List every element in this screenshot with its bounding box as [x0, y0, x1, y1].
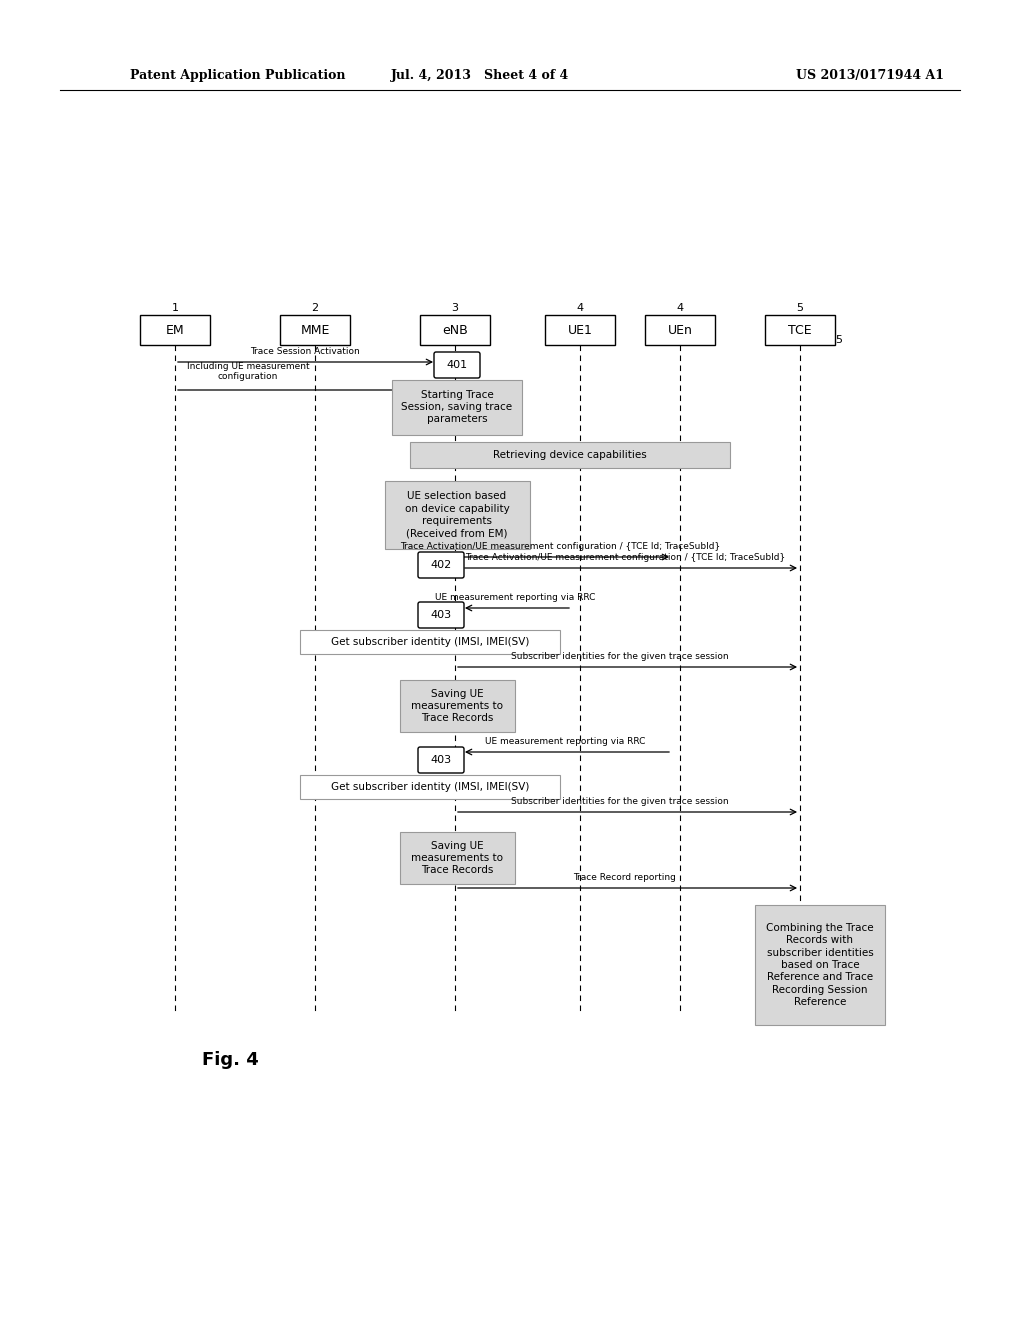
Text: 3: 3 — [452, 304, 459, 313]
Text: Retrieving device capabilities: Retrieving device capabilities — [494, 450, 647, 459]
FancyBboxPatch shape — [399, 832, 514, 884]
Text: 4: 4 — [677, 304, 684, 313]
FancyBboxPatch shape — [418, 602, 464, 628]
FancyBboxPatch shape — [140, 315, 210, 345]
Text: 2: 2 — [311, 304, 318, 313]
FancyBboxPatch shape — [645, 315, 715, 345]
Text: Saving UE
measurements to
Trace Records: Saving UE measurements to Trace Records — [411, 841, 503, 875]
Text: Get subscriber identity (IMSI, IMEI(SV): Get subscriber identity (IMSI, IMEI(SV) — [331, 781, 529, 792]
Text: 403: 403 — [430, 610, 452, 620]
Text: Trace Activation/UE measurement configuration / {TCE Id; TraceSubId}: Trace Activation/UE measurement configur… — [400, 543, 720, 550]
Text: Trace Session Activation: Trace Session Activation — [250, 347, 359, 356]
FancyBboxPatch shape — [755, 906, 885, 1026]
Text: UE1: UE1 — [567, 323, 593, 337]
Text: 4: 4 — [577, 304, 584, 313]
Text: MME: MME — [300, 323, 330, 337]
Text: UE measurement reporting via RRC: UE measurement reporting via RRC — [435, 593, 595, 602]
FancyBboxPatch shape — [399, 680, 514, 733]
Text: UE measurement reporting via RRC: UE measurement reporting via RRC — [484, 737, 645, 746]
Text: Combining the Trace
Records with
subscriber identities
based on Trace
Reference : Combining the Trace Records with subscri… — [766, 923, 873, 1007]
Text: UEn: UEn — [668, 323, 692, 337]
Text: Saving UE
measurements to
Trace Records: Saving UE measurements to Trace Records — [411, 689, 503, 723]
Text: 403: 403 — [430, 755, 452, 766]
Text: 401: 401 — [446, 360, 468, 370]
FancyBboxPatch shape — [410, 442, 730, 469]
Text: Trace Record reporting: Trace Record reporting — [573, 873, 677, 882]
Text: Fig. 4: Fig. 4 — [202, 1051, 258, 1069]
Text: Patent Application Publication: Patent Application Publication — [130, 69, 345, 82]
FancyBboxPatch shape — [765, 315, 835, 345]
FancyBboxPatch shape — [300, 630, 560, 653]
Text: Starting Trace
Session, saving trace
parameters: Starting Trace Session, saving trace par… — [401, 389, 513, 425]
FancyBboxPatch shape — [392, 380, 522, 434]
FancyBboxPatch shape — [280, 315, 350, 345]
Text: US 2013/0171944 A1: US 2013/0171944 A1 — [796, 69, 944, 82]
FancyBboxPatch shape — [434, 352, 480, 378]
Text: Subscriber identities for the given trace session: Subscriber identities for the given trac… — [511, 797, 729, 807]
FancyBboxPatch shape — [384, 480, 529, 549]
Text: TCE: TCE — [788, 323, 812, 337]
Text: Subscriber identities for the given trace session: Subscriber identities for the given trac… — [511, 652, 729, 661]
Text: UE selection based
on device capability
requirements
(Received from EM): UE selection based on device capability … — [404, 491, 509, 539]
FancyBboxPatch shape — [300, 775, 560, 799]
Text: Trace Activation/UE measurement configuration / {TCE Id; TraceSubId}: Trace Activation/UE measurement configur… — [465, 553, 785, 562]
Text: 402: 402 — [430, 560, 452, 570]
Text: EM: EM — [166, 323, 184, 337]
Text: 1: 1 — [171, 304, 178, 313]
FancyBboxPatch shape — [418, 552, 464, 578]
FancyBboxPatch shape — [418, 747, 464, 774]
Text: Jul. 4, 2013   Sheet 4 of 4: Jul. 4, 2013 Sheet 4 of 4 — [391, 69, 569, 82]
FancyBboxPatch shape — [420, 315, 490, 345]
FancyBboxPatch shape — [545, 315, 615, 345]
Text: Including UE measurement
configuration: Including UE measurement configuration — [186, 362, 309, 381]
Text: Get subscriber identity (IMSI, IMEI(SV): Get subscriber identity (IMSI, IMEI(SV) — [331, 638, 529, 647]
Text: eNB: eNB — [442, 323, 468, 337]
Text: 5: 5 — [797, 304, 804, 313]
Text: 5: 5 — [835, 335, 842, 345]
